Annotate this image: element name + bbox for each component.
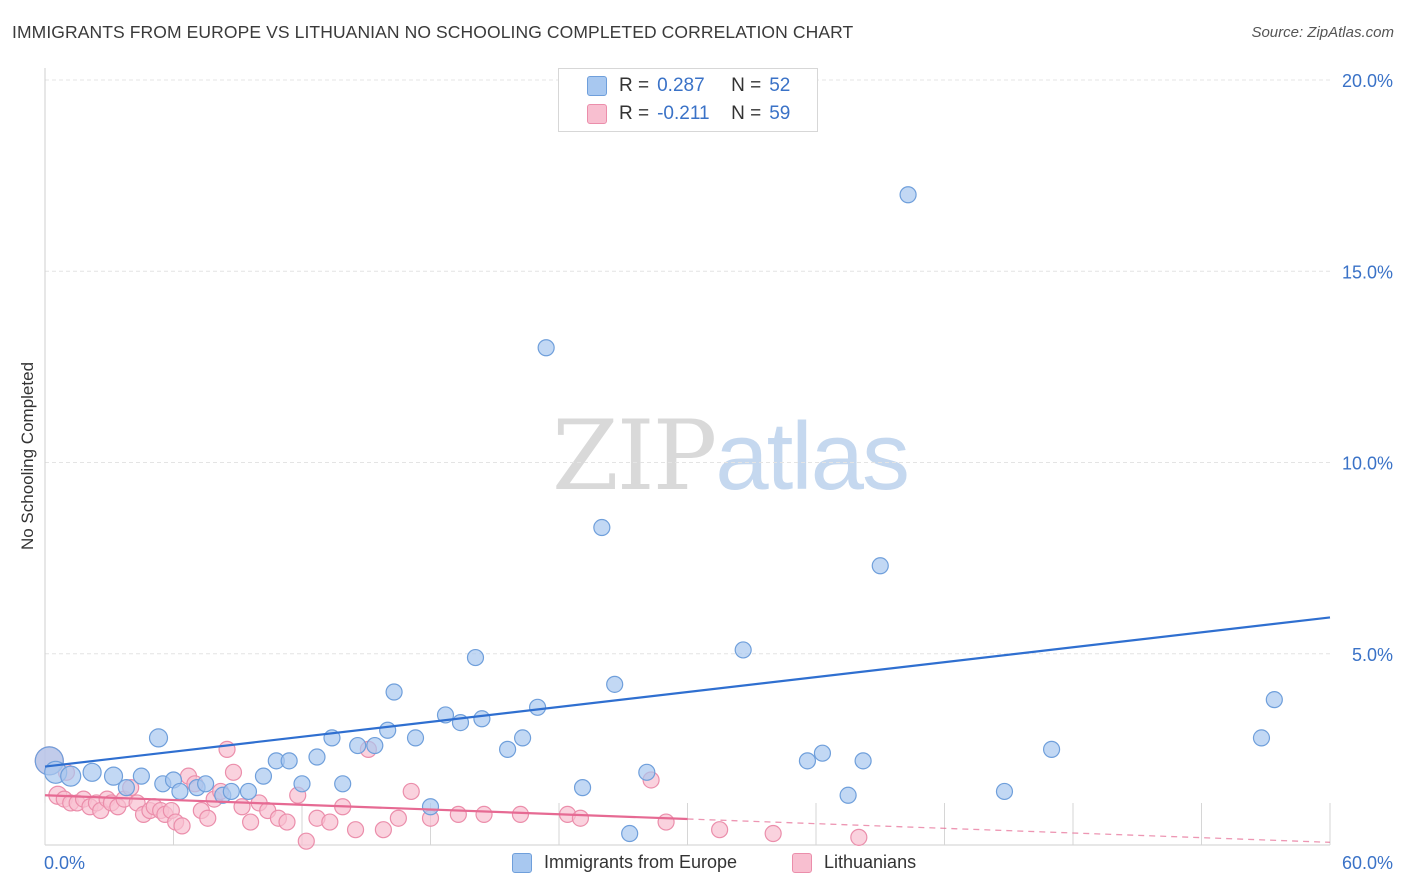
europe-point — [899, 186, 917, 204]
lithuanian-point — [242, 813, 260, 831]
lithuanian-point — [389, 809, 407, 827]
europe-point — [473, 710, 491, 728]
lithuanian-point — [657, 813, 675, 831]
lithuanian-point — [321, 813, 339, 831]
legend-row-lithuanians: R = -0.211 N = 59 — [587, 102, 790, 126]
lithuanian-point — [449, 805, 467, 824]
europe-point — [334, 775, 352, 793]
legend-r-label: R = — [619, 75, 650, 96]
europe-point — [349, 736, 367, 755]
bottom-legend-lithuanians: Lithuanians — [792, 852, 916, 873]
europe-point — [60, 765, 82, 787]
europe-point — [734, 641, 752, 659]
europe-point — [148, 728, 169, 748]
lithuanian-point — [374, 821, 392, 839]
lithuanian-point — [278, 813, 296, 831]
legend-r-value: -0.211 — [657, 103, 710, 124]
x-tick-label: 60.0% — [1342, 853, 1393, 873]
legend-r-value: 0.287 — [657, 75, 705, 96]
europe-point — [798, 752, 817, 770]
legend-n-value: 52 — [769, 75, 791, 96]
europe-point — [854, 752, 872, 770]
bottom-legend-label-europe: Immigrants from Europe — [544, 852, 738, 872]
lithuanian-point — [224, 763, 243, 781]
europe-point — [1252, 729, 1271, 747]
legend-r-label: R = — [619, 103, 650, 124]
lithuanian-trend-line — [44, 794, 688, 821]
y-tick-label: 15.0% — [1342, 262, 1393, 282]
legend-n-label: N = — [731, 75, 762, 96]
europe-point — [871, 557, 889, 575]
europe-point — [239, 782, 258, 801]
watermark-atlas: atlas — [715, 403, 910, 510]
legend-n-value: 59 — [769, 103, 791, 124]
europe-point — [995, 782, 1014, 801]
europe-point — [839, 786, 857, 804]
y-tick-label: 10.0% — [1342, 454, 1393, 474]
correlation-legend: R = 0.287 N = 52 R = -0.211 N = 59 — [558, 68, 818, 132]
bottom-legend-swatch-europe — [512, 852, 532, 873]
europe-point — [621, 824, 639, 843]
lithuanian-point — [711, 821, 729, 839]
lithuanian-point — [764, 824, 782, 843]
watermark-zip: ZIP — [552, 400, 717, 512]
europe-point — [171, 782, 189, 801]
lithuanian-point — [199, 809, 217, 827]
europe-point — [406, 729, 425, 747]
europe-point — [82, 762, 102, 782]
legend-row-europe: R = 0.287 N = 52 — [587, 74, 790, 98]
lithuanian-point — [297, 832, 315, 850]
x-tick-label: 0.0% — [44, 853, 85, 873]
bottom-legend-label-lithuanians: Lithuanians — [824, 852, 917, 872]
europe-point — [280, 752, 298, 770]
europe-point — [813, 744, 832, 762]
y-tick-label: 5.0% — [1352, 645, 1393, 665]
lithuanian-point — [850, 828, 868, 846]
bottom-legend-europe: Immigrants from Europe — [512, 852, 737, 873]
legend-swatch-lithuanians — [587, 104, 607, 124]
europe-point — [466, 648, 485, 667]
europe-point — [573, 779, 592, 797]
lithuanian-point — [233, 798, 251, 816]
bottom-legend-swatch-lithuanians — [792, 852, 812, 873]
europe-trend-line — [44, 616, 1331, 768]
lithuanian-point — [346, 821, 365, 839]
lithuanian-point — [571, 809, 590, 827]
europe-point — [1265, 691, 1283, 709]
europe-point — [293, 775, 311, 793]
watermark: ZIPatlas — [552, 400, 910, 512]
europe-point — [1042, 740, 1061, 758]
lithuanian-point — [475, 805, 493, 824]
legend-n-label: N = — [731, 103, 762, 124]
europe-point — [385, 683, 403, 701]
europe-point — [254, 767, 273, 785]
lithuanian-point — [511, 805, 530, 824]
europe-point — [366, 736, 384, 755]
europe-point — [537, 339, 555, 357]
legend-swatch-europe — [587, 76, 607, 96]
europe-point — [379, 721, 397, 739]
source-label: Source: ZipAtlas.com — [1251, 24, 1394, 41]
europe-point — [117, 779, 135, 797]
chart-title: IMMIGRANTS FROM EUROPE VS LITHUANIAN NO … — [12, 22, 854, 42]
y-tick-label: 20.0% — [1342, 71, 1393, 91]
europe-point — [103, 766, 124, 786]
europe-point — [499, 740, 517, 758]
europe-point — [513, 729, 532, 747]
europe-point — [308, 748, 326, 766]
europe-point — [421, 798, 440, 816]
europe-point — [132, 767, 150, 785]
europe-point — [593, 518, 611, 537]
europe-point — [638, 763, 656, 781]
lithuanian-point — [173, 817, 191, 835]
lithuanian-point — [402, 782, 420, 801]
europe-point — [197, 775, 215, 793]
europe-point — [606, 675, 624, 693]
europe-point — [528, 698, 547, 716]
lithuanian-trend-extension — [687, 818, 1331, 843]
europe-point — [222, 782, 240, 801]
